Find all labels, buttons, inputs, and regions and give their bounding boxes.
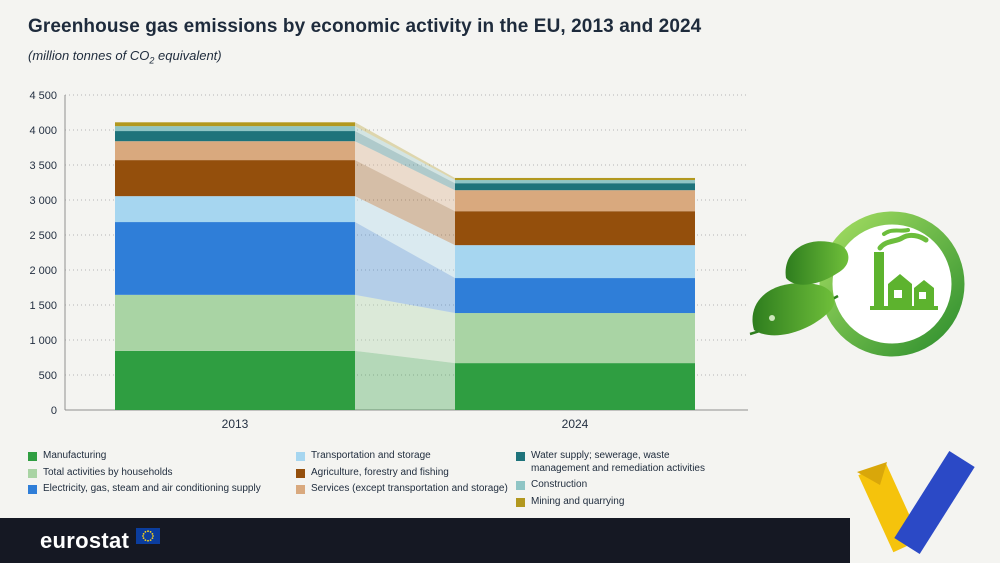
- legend-swatch: [28, 485, 37, 494]
- subtitle-subscript: 2: [149, 55, 155, 66]
- y-tick-label: 500: [39, 370, 57, 382]
- eurostat-logo: eurostat: [40, 527, 130, 553]
- legend-item: Mining and quarrying: [516, 496, 728, 509]
- legend-item: Services (except transportation and stor…: [296, 483, 516, 496]
- legend-item: Manufacturing: [28, 450, 296, 463]
- y-tick-label: 1 500: [29, 300, 57, 312]
- y-tick-label: 3 500: [29, 160, 57, 172]
- bar-segment: [455, 177, 695, 181]
- transition-band: [355, 350, 455, 410]
- bar-segment: [115, 141, 355, 161]
- legend-swatch: [516, 497, 525, 507]
- transition-band: [355, 131, 455, 191]
- factory-icon: [870, 228, 938, 310]
- page-subtitle: (million tonnes of CO2 equivalent): [28, 48, 222, 66]
- eu-flag-icon: [136, 527, 161, 544]
- legend-label: Construction: [531, 479, 588, 490]
- legend-item: Total activities by households: [28, 467, 296, 480]
- bar-segment: [115, 294, 355, 351]
- legend-label: Water supply; sewerage, waste management…: [531, 450, 705, 474]
- bar-segment: [455, 245, 695, 279]
- y-tick-label: 3 000: [29, 195, 57, 207]
- bar-segment: [455, 190, 695, 212]
- leaf-icon: [752, 283, 835, 336]
- legend-label: Total activities by households: [43, 466, 173, 478]
- legend-label: Services (except transportation and stor…: [311, 483, 508, 494]
- legend-swatch: [516, 452, 525, 461]
- legend-column-3: Water supply; sewerage, waste management…: [516, 450, 728, 508]
- bar-segment: [455, 363, 695, 410]
- y-tick-label: 4 500: [29, 90, 57, 102]
- legend-column-2: Transportation and storage Agriculture, f…: [296, 450, 516, 508]
- legend-label: Transportation and storage: [311, 450, 431, 461]
- subtitle-text-pre: (million tonnes of CO: [28, 48, 150, 63]
- subtitle-text-post: equivalent): [154, 48, 222, 63]
- bar-segment: [115, 160, 355, 197]
- bar-segment: [115, 122, 355, 127]
- eu-ribbon-decoration-icon: [850, 451, 1000, 563]
- legend-label: Mining and quarrying: [531, 495, 625, 507]
- legend-item: Transportation and storage: [296, 450, 516, 463]
- legend-swatch: [28, 452, 37, 461]
- footer-bar: eurostat: [0, 518, 1000, 563]
- x-category-label: 2013: [222, 417, 249, 431]
- eco-factory-badge-icon: [749, 211, 965, 357]
- legend-swatch: [296, 485, 305, 494]
- transition-band: [355, 126, 455, 184]
- bar-segment: [455, 183, 695, 191]
- legend-label: Manufacturing: [43, 450, 107, 461]
- transition-band: [355, 160, 455, 246]
- bar-segment: [115, 196, 355, 223]
- bar-segment: [115, 350, 355, 410]
- legend-swatch: [28, 468, 37, 478]
- y-tick-label: 1 000: [29, 335, 57, 347]
- transition-band: [355, 196, 455, 279]
- bar-segment: [455, 211, 695, 246]
- bar-segment: [115, 222, 355, 295]
- bar-segment: [115, 126, 355, 132]
- chart-legend: Manufacturing Total activities by househo…: [28, 450, 728, 508]
- stacked-bar-chart: 0 500 1 000 1 500 2 000 2 500 3 000 3 500 4 000 4…: [29, 90, 748, 431]
- bar-segment: [455, 180, 695, 184]
- legend-swatch: [296, 468, 305, 478]
- legend-label: Agriculture, forestry and fishing: [311, 466, 449, 478]
- legend-item: Electricity, gas, steam and air conditio…: [28, 483, 296, 496]
- x-category-label: 2024: [562, 417, 589, 431]
- transition-band: [355, 122, 455, 181]
- legend-swatch: [516, 481, 525, 490]
- water-droplet-icon: [769, 315, 775, 321]
- y-tick-label: 4 000: [29, 125, 57, 137]
- y-tick-label: 0: [51, 405, 57, 417]
- legend-item: Agriculture, forestry and fishing: [296, 467, 516, 480]
- legend-label: Electricity, gas, steam and air conditio…: [43, 483, 261, 494]
- bar-segment: [455, 278, 695, 314]
- legend-swatch: [296, 452, 305, 461]
- y-tick-label: 2 500: [29, 230, 57, 242]
- y-tick-label: 2 000: [29, 265, 57, 277]
- leaf-icon: [785, 241, 849, 285]
- transition-band: [355, 294, 455, 364]
- legend-column-1: Manufacturing Total activities by househo…: [28, 450, 296, 508]
- page-title: Greenhouse gas emissions by economic act…: [28, 16, 702, 37]
- transition-band: [355, 141, 455, 212]
- bar-segment: [115, 131, 355, 142]
- bar-segment: [455, 313, 695, 364]
- legend-item: Construction: [516, 479, 728, 492]
- transition-band: [355, 222, 455, 314]
- legend-item: Water supply; sewerage, waste management…: [516, 450, 728, 475]
